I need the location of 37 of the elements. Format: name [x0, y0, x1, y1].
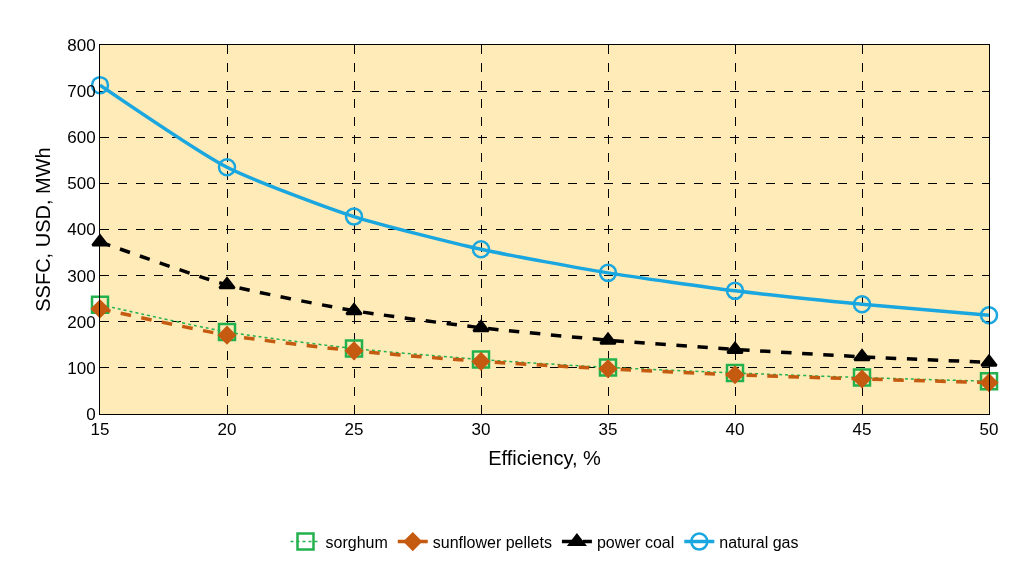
y-tick-label: 600	[67, 128, 96, 148]
point	[217, 157, 237, 177]
legend-label: power coal	[596, 533, 675, 551]
point	[218, 277, 236, 290]
y-axis-title: SSFC, USD, MWh	[32, 147, 54, 312]
legend-label: sunflower pellets	[432, 533, 552, 551]
point	[599, 332, 617, 345]
x-tick-label: 20	[217, 420, 237, 440]
x-tick-label: 35	[598, 420, 618, 440]
point	[980, 354, 998, 367]
y-tick-label: 200	[67, 312, 96, 332]
point	[90, 299, 110, 318]
point	[852, 294, 872, 314]
point	[344, 207, 364, 226]
x-axis-title: Efficiency, %	[488, 446, 602, 469]
point	[725, 281, 745, 301]
point	[853, 349, 871, 362]
point	[472, 320, 490, 333]
point	[726, 341, 744, 354]
x-tick-label: 50	[979, 420, 999, 440]
legend-label: sorghum	[325, 533, 388, 551]
point	[345, 302, 363, 316]
y-tick-label: 400	[67, 220, 96, 240]
x-tick-label: 45	[852, 420, 872, 440]
y-tick-label: 500	[67, 174, 96, 194]
point	[979, 306, 999, 325]
point	[90, 295, 110, 314]
y-tick-label: 100	[67, 358, 96, 378]
y-tick-label: 800	[67, 35, 96, 55]
legend-label: natural gas	[719, 533, 799, 551]
x-tick-label: 30	[471, 420, 491, 440]
y-tick-label: 700	[67, 82, 96, 102]
point	[598, 263, 618, 283]
point	[471, 240, 491, 259]
y-tick-label: 300	[67, 266, 96, 286]
x-tick-label: 25	[344, 420, 364, 440]
x-tick-label: 40	[725, 420, 745, 440]
